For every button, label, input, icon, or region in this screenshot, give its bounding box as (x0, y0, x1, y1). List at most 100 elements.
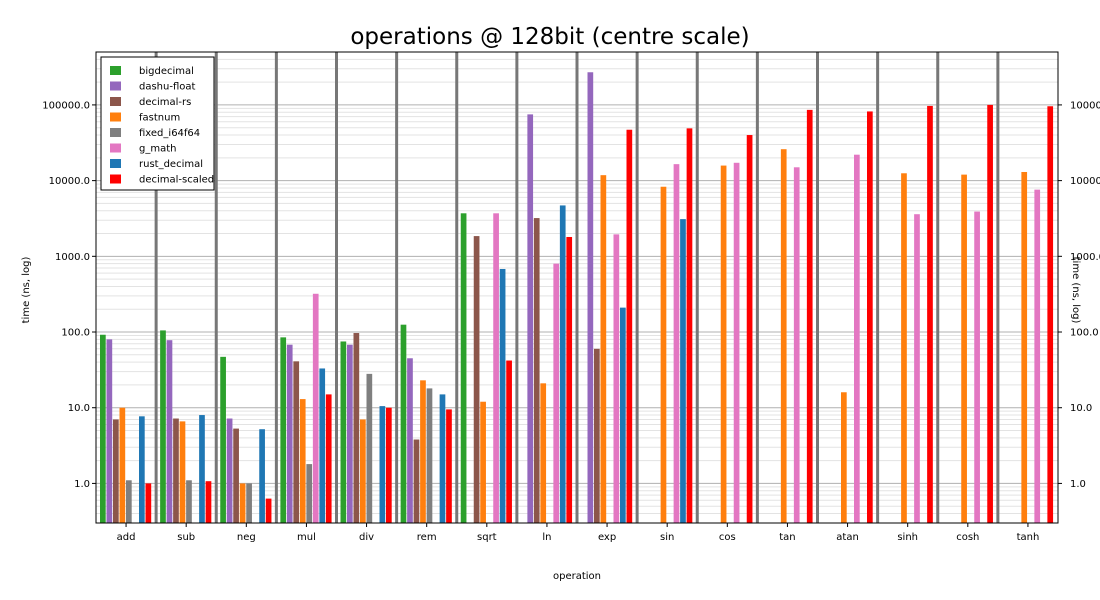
bar-g_math-exp (613, 234, 620, 523)
bar-fastnum-tanh (1021, 171, 1028, 524)
bar-rust_decimal-mul (319, 368, 326, 523)
legend-label-dashu-float: dashu-float (139, 82, 196, 93)
bar-fastnum-sinh (901, 173, 907, 523)
x-tick-label-tan: tan (779, 532, 795, 543)
x-tick-label-cos: cos (719, 532, 736, 543)
bar-decimal-scaled-sinh (927, 105, 933, 524)
bar-decimal-scaled-mul (325, 394, 332, 523)
bar-decimal-rs-exp (594, 348, 600, 523)
bar-decimal-scaled-sin (686, 128, 693, 523)
bar-decimal-scaled-exp (626, 129, 633, 523)
bar-fastnum-rem (420, 380, 426, 523)
bar-fastnum-ln (540, 383, 547, 523)
bar-fastnum-exp (600, 175, 607, 523)
bar-fastnum-sqrt (480, 401, 486, 523)
x-tick-label-add: add (117, 532, 136, 543)
y-axis-label-right: time (ns, log) (1070, 257, 1081, 324)
bar-g_math-tanh (1034, 189, 1041, 523)
bar-dashu-float-neg (226, 418, 233, 523)
y-tick-label-left: 1000.0 (55, 252, 90, 263)
bar-bigdecimal-neg (220, 356, 226, 523)
bar-fixed_i64f64-mul (306, 464, 313, 523)
x-tick-label-mul: mul (297, 532, 316, 543)
bar-decimal-scaled-atan (867, 111, 873, 524)
y-tick-label-right: 10000.0 (1070, 176, 1100, 187)
x-tick-label-sqrt: sqrt (477, 532, 497, 543)
bar-dashu-float-sub (166, 340, 173, 523)
bar-dashu-float-exp (587, 72, 594, 523)
x-tick-label-cosh: cosh (956, 532, 979, 543)
legend-swatch-fastnum (110, 112, 121, 122)
y-tick-label-right: 1.0 (1070, 479, 1086, 490)
x-axis-ticks: add sub neg mul div rem sqrt ln exp sin cos tan atan… (117, 523, 1039, 543)
legend-label-g_math: g_math (139, 144, 176, 155)
legend-label-bigdecimal: bigdecimal (139, 66, 194, 77)
bar-fastnum-sin (660, 186, 667, 523)
x-tick-label-neg: neg (237, 532, 256, 543)
y-axis-left-ticks: 1.0 10.0 100.0 1000.0 10000.0 100000.0 (42, 100, 96, 490)
bar-decimal-scaled-cosh (987, 104, 993, 523)
y-tick-label-right: 1000.0 (1070, 252, 1100, 263)
bar-decimal-scaled-tanh (1047, 106, 1054, 523)
legend-label-fixed_i64f64: fixed_i64f64 (139, 128, 200, 139)
bar-rust_decimal-ln (559, 205, 566, 523)
y-tick-label-right: 10.0 (1070, 403, 1092, 414)
bar-bigdecimal-mul (280, 337, 287, 523)
bar-g_math-ln (553, 263, 560, 523)
bar-fixed_i64f64-rem (426, 388, 433, 523)
bar-dashu-float-rem (407, 358, 413, 523)
bar-bigdecimal-div (340, 341, 347, 523)
bar-decimal-scaled-neg (265, 498, 272, 523)
y-tick-label-right: 100000 (1070, 100, 1100, 111)
y-tick-label-left: 10000.0 (49, 176, 90, 187)
bar-decimal-scaled-sub (205, 481, 212, 523)
bar-fixed_i64f64-div (366, 373, 373, 523)
bar-decimal-rs-sub (173, 418, 179, 523)
bar-dashu-float-mul (286, 344, 293, 523)
bar-decimal-scaled-sqrt (506, 360, 512, 523)
x-tick-label-ln: ln (542, 532, 551, 543)
bar-decimal-scaled-ln (566, 236, 573, 523)
y-tick-label-right: 100.0 (1070, 328, 1099, 339)
bar-rust_decimal-add (139, 416, 145, 523)
bar-rust_decimal-sub (199, 415, 205, 523)
y-tick-label-left: 100.0 (61, 328, 90, 339)
legend-swatch-decimal-scaled (110, 174, 121, 184)
bar-decimal-rs-mul (293, 361, 300, 523)
category-separators (154, 52, 1000, 523)
bars (100, 72, 1054, 524)
y-tick-label-left: 10.0 (68, 403, 90, 414)
bar-bigdecimal-rem (400, 324, 407, 523)
chart-title: operations @ 128bit (centre scale) (350, 24, 749, 50)
bar-g_math-sin (673, 164, 680, 523)
bar-g_math-tan (793, 167, 800, 524)
x-tick-label-sinh: sinh (897, 532, 918, 543)
x-axis-label: operation (553, 571, 601, 582)
bar-fastnum-add (119, 407, 126, 523)
y-axis-right-ticks: 1.0 10.0 100.0 1000.0 10000.0 100000 (1058, 100, 1100, 490)
legend-swatch-dashu-float (110, 81, 121, 91)
x-tick-label-exp: exp (598, 532, 616, 543)
y-tick-label-left: 1.0 (74, 479, 90, 490)
bar-fastnum-sub (179, 421, 186, 523)
bar-decimal-rs-sqrt (473, 236, 480, 524)
bar-g_math-sqrt (493, 213, 499, 524)
x-tick-label-sin: sin (660, 532, 674, 543)
bar-decimal-rs-ln (533, 218, 540, 523)
bar-decimal-rs-neg (233, 428, 239, 523)
bar-fastnum-mul (299, 399, 306, 523)
bar-rust_decimal-sqrt (499, 268, 506, 523)
bar-fastnum-atan (841, 392, 847, 523)
bar-fastnum-neg (239, 483, 246, 523)
legend-label-decimal-rs: decimal-rs (139, 97, 191, 108)
x-tick-label-rem: rem (417, 532, 437, 543)
x-tick-label-atan: atan (836, 532, 859, 543)
bar-dashu-float-ln (527, 114, 534, 523)
legend-swatch-g_math (110, 143, 121, 153)
bar-fastnum-div (360, 419, 366, 523)
bar-fastnum-tan (780, 149, 787, 523)
bar-fixed_i64f64-sub (186, 480, 192, 523)
bar-decimal-scaled-rem (446, 409, 452, 523)
bar-fixed_i64f64-add (126, 480, 132, 523)
bar-decimal-rs-div (353, 333, 360, 523)
